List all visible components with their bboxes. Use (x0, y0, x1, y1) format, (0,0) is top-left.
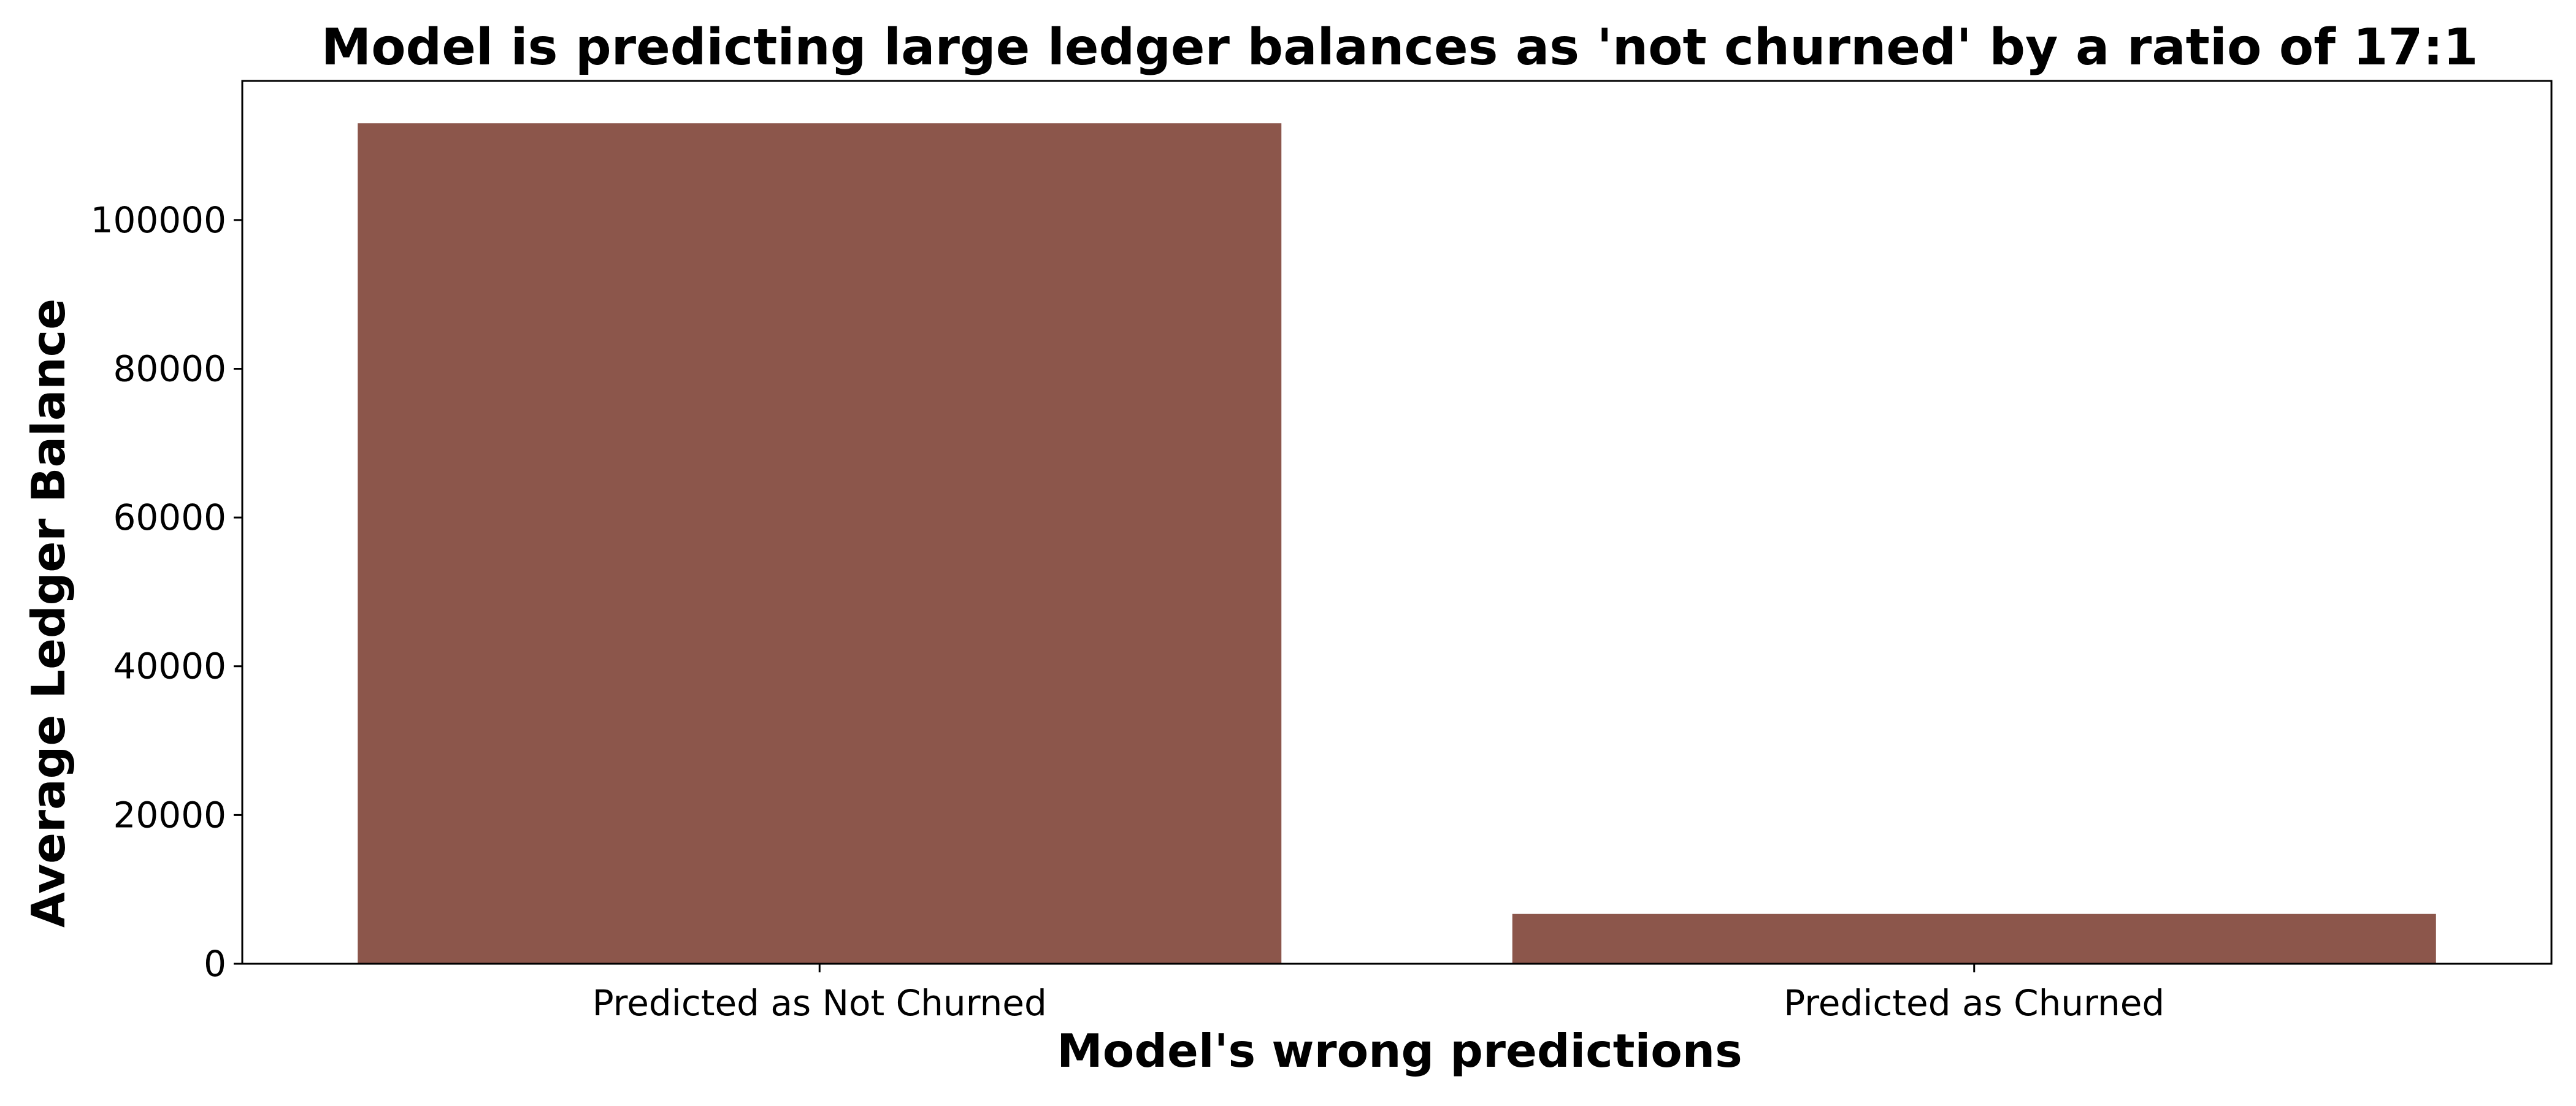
y-tick-label: 0 (204, 943, 226, 985)
x-axis: Predicted as Not Churned Predicted as Chu… (592, 964, 2164, 1024)
y-tick-label: 20000 (113, 794, 226, 836)
y-tick-label: 80000 (113, 348, 226, 389)
x-tick-label: Predicted as Churned (1784, 982, 2164, 1024)
bars-layer (358, 123, 2436, 964)
x-tick-label: Predicted as Not Churned (592, 982, 1047, 1024)
y-tick-label: 100000 (91, 199, 226, 241)
bar-predicted-not-churned (358, 123, 1282, 964)
plot-frame (241, 80, 2553, 965)
y-axis: 0 20000 40000 60000 80000 100000 (91, 199, 242, 985)
chart-title: Model is predicting large ledger balance… (321, 18, 2478, 77)
bar-predicted-churned (1512, 913, 2436, 964)
y-axis-label: Average Ledger Balance (21, 299, 75, 928)
x-axis-label: Model's wrong predictions (1057, 1024, 1742, 1078)
y-tick-label: 60000 (113, 497, 226, 538)
y-tick-label: 40000 (113, 646, 226, 687)
